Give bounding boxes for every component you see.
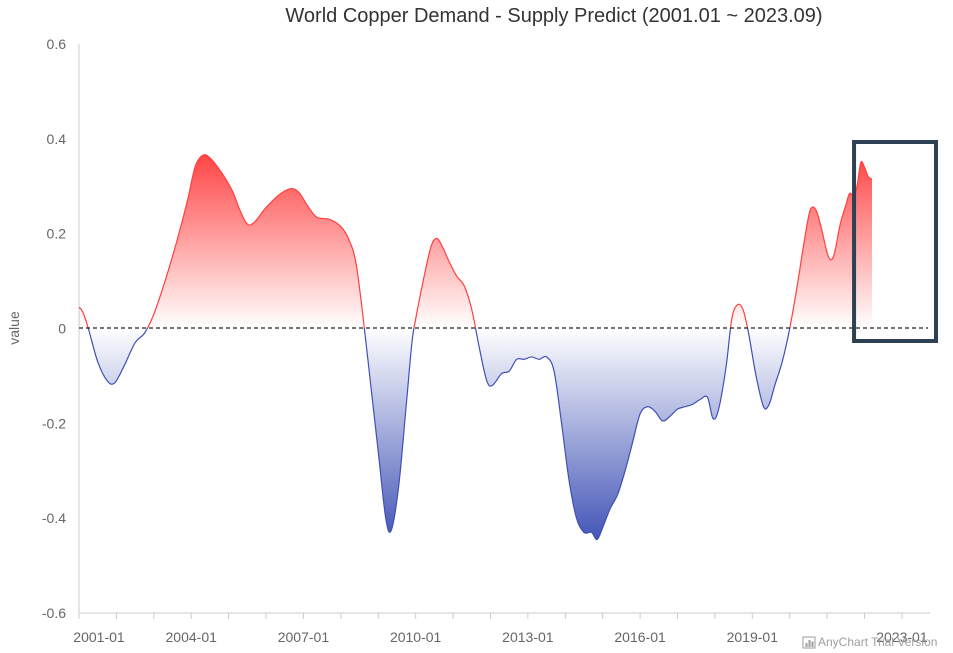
y-axis-title: value <box>6 311 22 345</box>
x-tick-label: 2007-01 <box>278 629 330 645</box>
x-tick-label: 2019-01 <box>727 629 779 645</box>
x-tick-label: 2004-01 <box>166 629 218 645</box>
credits-text: AnyChart Trial Version <box>818 635 937 649</box>
x-tick-label: 2023-01 <box>876 629 928 645</box>
x-tick-label: 2013-01 <box>502 629 554 645</box>
y-tick-label: -0.6 <box>42 605 66 621</box>
y-tick-label: 0.2 <box>47 226 67 242</box>
x-tick-label: 2001-01 <box>73 629 125 645</box>
positive-line <box>79 154 873 328</box>
x-tick-labels: 2001-01 2004-01 2007-01 2010-01 2013-01 2016-… <box>73 629 928 645</box>
negative-area <box>79 328 873 540</box>
positive-area <box>79 154 873 328</box>
y-axis: 0.6 0.4 0.2 0 -0.2 -0.4 -0.6 <box>42 36 80 621</box>
y-tick-label: -0.2 <box>42 415 66 431</box>
negative-line <box>87 328 791 541</box>
credits: AnyChart Trial Version <box>802 635 937 649</box>
x-tick-marks <box>78 613 903 619</box>
highlight-box <box>852 140 938 343</box>
y-tick-labels: 0.6 0.4 0.2 0 -0.2 -0.4 -0.6 <box>42 36 66 621</box>
x-tick-label: 2016-01 <box>614 629 666 645</box>
y-tick-label: 0.4 <box>47 131 67 147</box>
plot-area <box>79 140 938 541</box>
y-tick-label: -0.4 <box>42 510 66 526</box>
x-tick-label: 2010-01 <box>390 629 442 645</box>
y-tick-label: 0 <box>58 321 66 337</box>
anychart-logo-icon <box>802 636 816 649</box>
y-tick-label: 0.6 <box>47 36 67 52</box>
chart-title: World Copper Demand - Supply Predict (20… <box>285 5 822 27</box>
x-axis: 2001-01 2004-01 2007-01 2010-01 2013-01 2016-… <box>73 612 930 645</box>
